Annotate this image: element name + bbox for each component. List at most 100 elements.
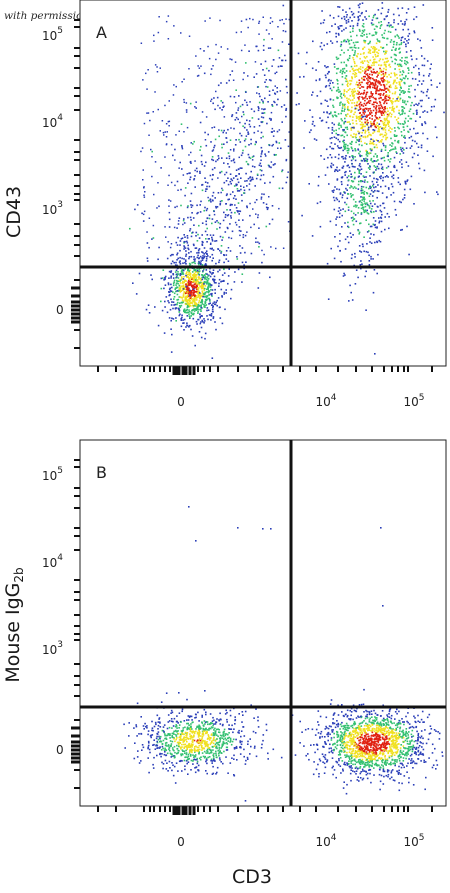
event-dot [343,143,346,146]
event-dot [191,335,194,337]
event-dot [358,762,361,765]
event-dot [218,731,220,733]
event-dot [372,47,374,50]
event-dot [392,762,394,765]
event-dot [201,244,204,246]
event-dot [387,60,389,62]
event-dot [377,118,380,120]
event-dot [252,178,254,181]
event-dot [221,143,223,146]
event-dot [189,176,192,178]
event-dot [373,106,375,108]
event-dot [185,326,187,328]
event-dot [178,307,180,310]
event-dot [210,734,213,736]
event-dot [327,127,330,129]
event-dot [366,152,369,154]
event-dot [206,288,208,291]
event-dot [391,148,394,151]
event-dot [192,754,194,756]
event-dot [212,302,214,305]
event-dot [233,728,235,730]
event-dot [223,279,225,282]
event-dot [212,726,214,729]
event-dot [429,67,432,70]
event-dot [176,730,178,733]
event-dot [178,130,180,132]
event-dot [359,114,362,117]
event-dot [169,287,171,290]
event-dot [208,314,211,316]
event-dot [189,289,191,292]
event-dot [390,72,393,75]
event-dot [191,739,194,742]
event-dot [233,747,236,749]
event-dot [170,271,172,274]
event-dot [368,254,370,257]
event-dot [377,127,380,130]
event-dot [184,743,187,746]
event-dot [403,136,405,138]
event-dot [201,740,204,743]
event-dot [201,286,203,288]
event-dot [353,126,355,129]
event-dot [388,64,390,67]
event-dot [374,226,377,229]
event-dot [233,148,235,150]
event-dot [204,721,207,724]
event-dot [210,319,212,321]
event-dot [175,724,177,726]
event-dot [128,735,130,737]
event-dot [349,232,352,234]
event-dot [383,92,385,95]
event-dot [399,183,401,186]
event-dot [199,281,202,284]
event-dot [373,97,376,100]
event-dot [212,757,215,759]
event-dot [373,146,376,149]
event-dot [256,86,259,88]
event-dot [389,131,392,133]
event-dot [243,735,246,737]
event-dot [372,141,374,144]
event-dot [194,750,196,752]
event-dot [284,59,287,62]
event-dot [192,294,195,296]
event-dot [204,181,207,183]
event-dot [367,101,370,103]
event-dot [338,153,340,156]
event-dot [281,41,284,43]
event-dot [245,759,247,762]
event-dot [375,31,378,34]
event-dot [264,108,266,110]
event-dot [350,65,353,68]
event-dot [361,127,364,129]
event-dot [214,292,216,294]
event-dot [176,737,178,739]
event-dot [198,724,200,727]
event-dot [265,225,268,228]
event-dot [201,735,204,738]
event-dot [196,292,199,294]
event-dot [197,251,200,254]
event-dot [371,713,373,715]
event-dot [340,41,343,43]
event-dot [194,247,197,249]
event-dot [226,193,228,195]
event-dot [368,205,371,207]
event-dot [185,753,188,756]
event-dot [191,728,193,730]
event-dot [145,725,147,728]
event-dot [230,215,232,217]
event-dot [170,243,173,245]
event-dot [390,115,392,118]
event-dot [373,101,376,104]
event-dot [210,722,212,725]
event-dot [160,740,163,743]
event-dot [206,730,208,733]
event-dot [341,83,344,86]
event-dot [160,167,162,169]
event-dot [308,758,310,761]
event-dot [329,14,331,17]
event-dot [135,293,138,295]
